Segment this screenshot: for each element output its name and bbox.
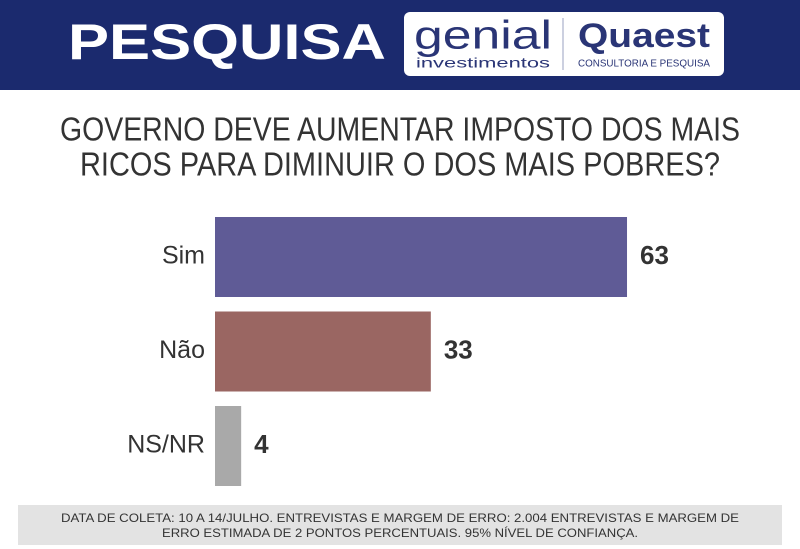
category-label: Não [159,336,205,364]
bar [215,311,431,392]
value-label: 4 [254,429,269,459]
footer-box [18,505,782,545]
footer-note: ERRO ESTIMADA DE 2 PONTOS PERCENTUAIS. 9… [162,525,638,540]
chart-title: GOVERNO DEVE AUMENTAR IMPOSTO DOS MAIS [60,111,740,148]
partner-logo: Quaest [578,17,710,55]
value-label: 33 [444,334,473,364]
category-label: Sim [162,242,205,270]
value-label: 63 [640,240,669,270]
bar [215,406,242,486]
bar [215,217,628,297]
partner-sub: CONSULTORIA E PESQUISA [578,59,710,70]
category-label: NS/NR [127,431,205,459]
footer-note: DATA DE COLETA: 10 A 14/JULHO. ENTREVIST… [61,511,739,525]
logo-box [404,12,724,76]
partner-sub: investimentos [416,55,550,71]
partner-logo: genial [414,14,552,58]
header-label: PESQUISA [68,14,386,70]
chart-title: RICOS PARA DIMINUIR O DOS MAIS POBRES? [80,146,720,183]
